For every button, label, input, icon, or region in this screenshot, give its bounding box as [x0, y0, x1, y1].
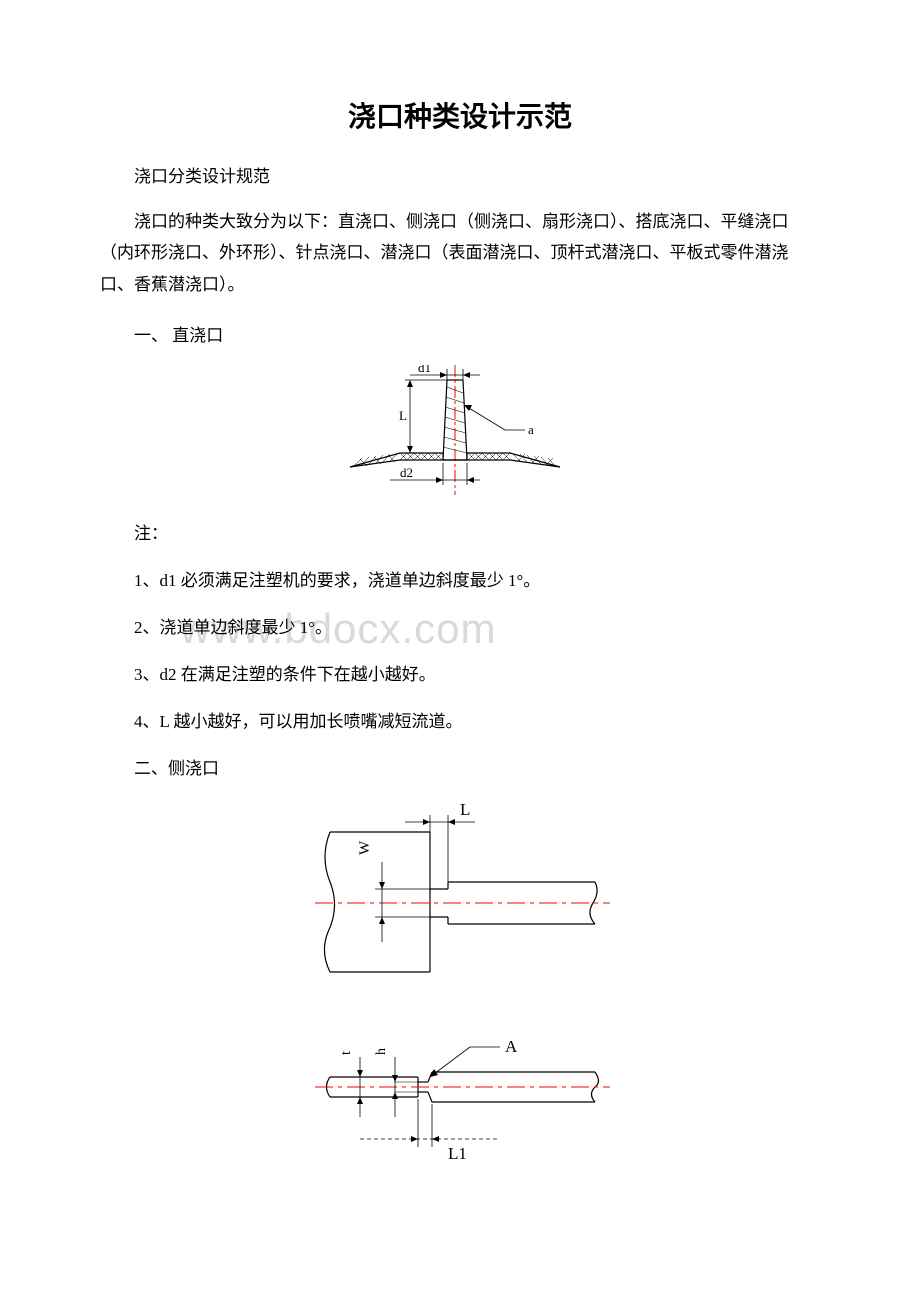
- note-1: 1、d1 必须满足注塑机的要求，浇道单边斜度最少 1°。: [100, 567, 820, 596]
- diagram-side-gate-side: t h A L1: [300, 1027, 620, 1177]
- diagram-direct-gate: d1 d2 L a: [330, 365, 590, 495]
- section2-header: 二、侧浇口: [100, 755, 820, 784]
- diagram2-container: W L: [100, 797, 820, 1002]
- label-d2: d2: [400, 465, 413, 480]
- intro-paragraph: 浇口的种类大致分为以下：直浇口、侧浇口（侧浇口、扇形浇口）、搭底浇口、平缝浇口（…: [100, 206, 820, 300]
- note-label: 注：: [100, 520, 820, 549]
- diagram1-container: d1 d2 L a: [100, 365, 820, 500]
- label-L: L: [399, 408, 407, 423]
- page-title: 浇口种类设计示范: [100, 95, 820, 135]
- label-h: h: [374, 1048, 389, 1055]
- note-2: 2、浇道单边斜度最少 1°。: [100, 614, 820, 643]
- label-L-side: L: [460, 800, 470, 819]
- subtitle: 浇口分类设计规范: [100, 163, 820, 192]
- note-4: 4、L 越小越好，可以用加长喷嘴减短流道。: [100, 708, 820, 737]
- diagram-side-gate-top: W L: [300, 797, 620, 997]
- diagram3-container: t h A L1: [100, 1027, 820, 1182]
- label-L1: L1: [448, 1144, 467, 1163]
- label-a: a: [528, 422, 534, 437]
- section1-header: 一、 直浇口: [100, 322, 820, 351]
- label-A: A: [505, 1037, 518, 1056]
- document-content: 浇口种类设计示范 浇口分类设计规范 浇口的种类大致分为以下：直浇口、侧浇口（侧浇…: [100, 95, 820, 1182]
- label-d1: d1: [418, 365, 431, 375]
- label-W: W: [357, 840, 373, 855]
- label-t: t: [339, 1051, 354, 1055]
- note-3: 3、d2 在满足注塑的条件下在越小越好。: [100, 661, 820, 690]
